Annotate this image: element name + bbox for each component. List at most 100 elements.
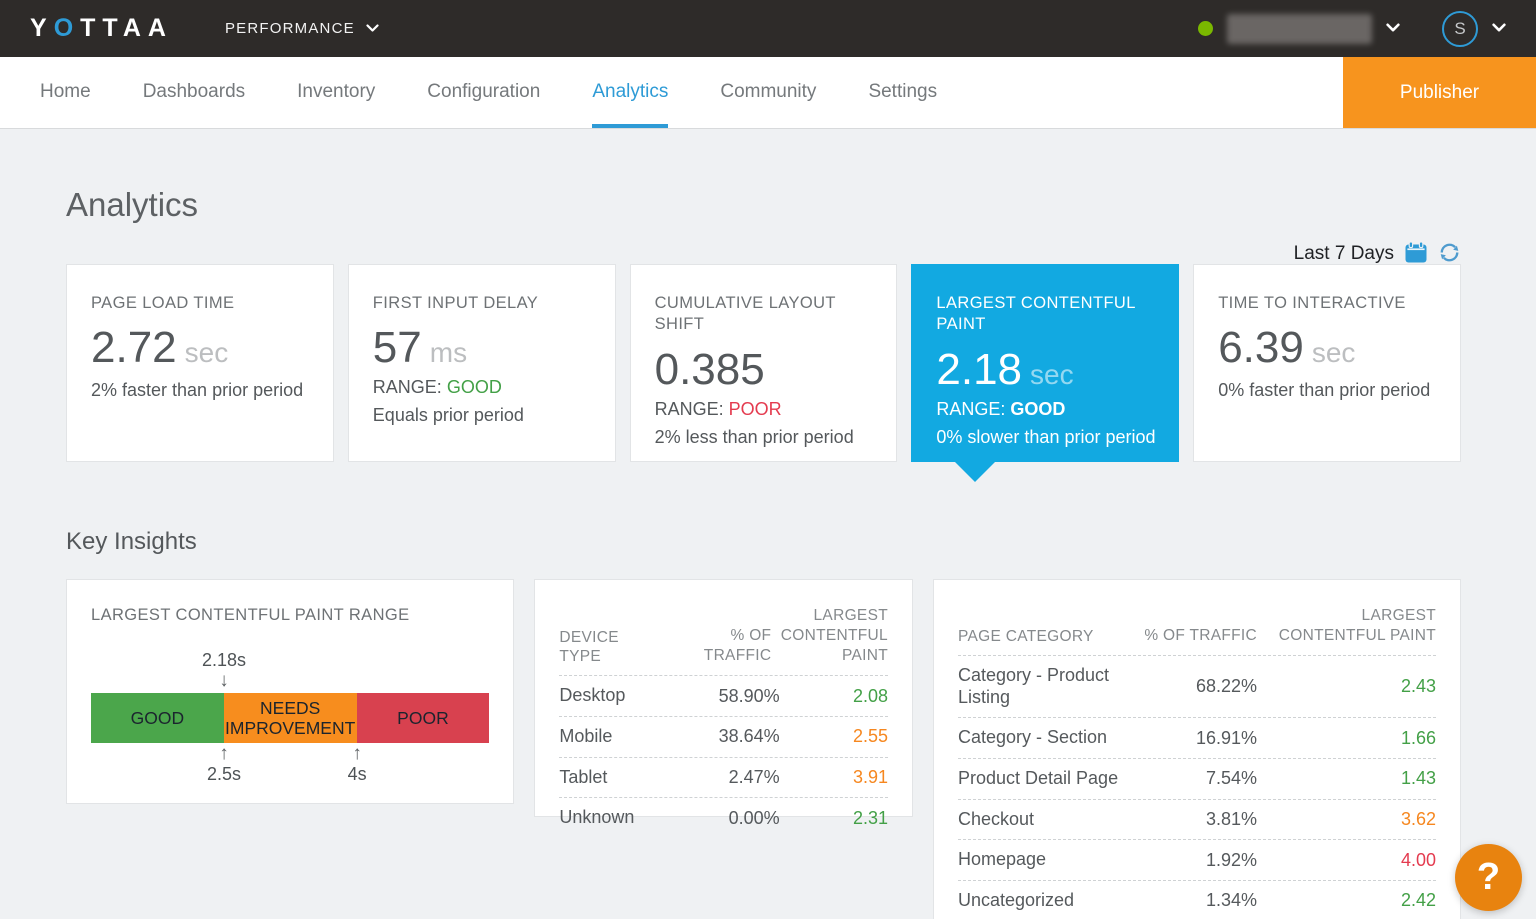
threshold-label: 2.5s <box>207 763 242 784</box>
selected-card-pointer <box>954 461 997 482</box>
metric-range-prefix: RANGE: <box>654 398 724 419</box>
nav-tab[interactable]: Home <box>40 57 91 128</box>
lcp-range-gauge: 2.18s ↓ GOOD NEEDS IMPROVEMENT POOR ↑ 2.… <box>91 650 490 784</box>
metric-card[interactable]: PAGE LOAD TIME 2.72 sec 2% faster than pr… <box>66 264 334 462</box>
current-lcp-label: 2.18s <box>202 650 247 671</box>
metric-range-value: GOOD <box>1010 398 1066 419</box>
gauge-bar: GOOD NEEDS IMPROVEMENT POOR <box>91 693 490 743</box>
nav-tab[interactable]: Configuration <box>427 57 540 128</box>
lcp-cell: 2.43 <box>1400 676 1437 697</box>
nav-tab[interactable]: Community <box>720 57 816 128</box>
key-insights-panels: LARGEST CONTENTFUL PAINT RANGE 2.18s ↓ G… <box>66 579 1461 919</box>
metric-value-unit: ms <box>429 337 468 369</box>
gauge-segment-label: GOOD <box>130 707 185 728</box>
metric-range-row: RANGE: GOOD <box>373 377 595 398</box>
product-menu-dropdown[interactable]: PERFORMANCE <box>225 20 379 37</box>
nav-tab[interactable]: Dashboards <box>143 57 245 128</box>
traffic-cell: 7.54% <box>1205 768 1257 789</box>
metric-cards-row: PAGE LOAD TIME 2.72 sec 2% faster than pr… <box>66 264 1461 482</box>
metric-card[interactable]: LARGEST CONTENTFUL PAINT 2.18 sec RANGE: G… <box>911 264 1180 482</box>
page-category-cell: Checkout <box>957 808 1035 829</box>
metric-card-title: LARGEST CONTENTFUL PAINT <box>936 294 1136 334</box>
device-type-cell: Desktop <box>559 685 626 706</box>
device-type-panel: DEVICE TYPE % OF TRAFFIC LARGEST CONTENT… <box>534 579 913 828</box>
metric-card[interactable]: TIME TO INTERACTIVE 6.39 sec 0% faster th… <box>1193 264 1461 462</box>
metric-value-number: 2.72 <box>91 323 177 373</box>
nav-tab-label: Community <box>720 80 817 102</box>
lcp-range-panel: LARGEST CONTENTFUL PAINT RANGE 2.18s ↓ G… <box>66 579 515 804</box>
metric-range-value: POOR <box>728 398 782 419</box>
nav-tab-label: Dashboards <box>142 80 246 102</box>
metric-card-value: 2.18 sec <box>936 345 1158 395</box>
logo-letter-o: O <box>53 14 81 42</box>
table-row: Product Detail Page 7.54% 1.43 <box>957 759 1437 800</box>
main-nav: Home Dashboards Inventory Configuration … <box>0 57 1536 128</box>
refresh-button[interactable] <box>1438 241 1461 267</box>
publisher-button[interactable]: Publisher <box>1343 57 1536 128</box>
gauge-segment-label: POOR <box>397 707 449 728</box>
metric-delta-text: 2% less than prior period <box>654 426 854 447</box>
table-row: Homepage 1.92% 4.00 <box>957 840 1437 881</box>
table-row: Tablet 2.47% 3.91 <box>559 758 888 799</box>
device-type-cell: Unknown <box>559 807 635 828</box>
nav-tab-label: Analytics <box>592 80 669 102</box>
nav-tab[interactable]: Inventory <box>297 57 375 128</box>
page-title: Analytics <box>66 186 199 223</box>
table-row: Desktop 58.90% 2.08 <box>559 676 888 718</box>
traffic-cell: 0.00% <box>728 807 780 828</box>
table-row: Unknown 0.00% 2.31 <box>559 798 888 838</box>
metric-card-title: TIME TO INTERACTIVE <box>1218 294 1406 312</box>
metric-card-value: 6.39 sec <box>1218 323 1440 373</box>
nav-tab-label: Settings <box>868 80 938 102</box>
help-button[interactable]: ? <box>1455 844 1522 911</box>
account-chevron-down-icon[interactable] <box>1386 20 1400 38</box>
threshold-marker-good: ↑ 2.5s <box>207 743 242 785</box>
metric-card-value: 57 ms <box>373 323 595 373</box>
col-header-device-type: DEVICE TYPE <box>559 629 619 665</box>
nav-tab[interactable]: Settings <box>868 57 937 128</box>
calendar-icon <box>1405 241 1427 266</box>
device-type-cell: Mobile <box>559 726 613 747</box>
metric-delta-text: Equals prior period <box>372 405 524 426</box>
page-category-cell: Product Detail Page <box>957 768 1119 789</box>
arrow-up-icon: ↑ <box>352 743 362 764</box>
page-category-panel: PAGE CATEGORY % OF TRAFFIC LARGEST CONTE… <box>932 579 1461 919</box>
metric-range-row: RANGE: GOOD <box>936 399 1158 420</box>
traffic-cell: 58.90% <box>718 685 780 706</box>
metric-card[interactable]: CUMULATIVE LAYOUT SHIFT 0.385 RANGE: POOR… <box>629 264 898 462</box>
user-avatar[interactable]: S <box>1442 10 1478 47</box>
nav-tab[interactable]: Analytics <box>592 57 669 128</box>
chevron-down-icon <box>366 20 379 37</box>
metric-card-title: CUMULATIVE LAYOUT SHIFT <box>654 294 836 334</box>
col-header-page-category: PAGE CATEGORY <box>957 627 1094 645</box>
yottaa-logo[interactable]: YOTTAA <box>30 14 173 43</box>
table-row: Checkout 3.81% 3.62 <box>957 800 1436 841</box>
threshold-label: 4s <box>347 763 367 784</box>
traffic-cell: 38.64% <box>718 726 780 747</box>
traffic-cell: 2.47% <box>728 766 780 787</box>
device-table-rows: Desktop 58.90% 2.08 Mobile 38.64% 2.55 T… <box>559 676 888 837</box>
metric-card[interactable]: FIRST INPUT DELAY 57 ms RANGE: GOOD Equals… <box>347 264 616 462</box>
calendar-button[interactable] <box>1405 241 1427 266</box>
metric-value-number: 0.385 <box>654 344 765 394</box>
table-row: Mobile 38.64% 2.55 <box>559 717 888 758</box>
threshold-marker-poor: ↑ 4s <box>347 743 367 785</box>
metric-delta-text: 0% faster than prior period <box>1218 380 1431 401</box>
page-category-cell: Homepage <box>957 849 1047 870</box>
lcp-cell: 3.91 <box>852 766 888 787</box>
device-type-cell: Tablet <box>559 766 608 787</box>
lcp-cell: 2.31 <box>852 807 888 828</box>
user-chevron-down-icon[interactable] <box>1492 20 1506 38</box>
col-header-traffic: % OF TRAFFIC <box>1144 627 1257 645</box>
metric-range-prefix: RANGE: <box>372 377 442 398</box>
nav-tab-label: Home <box>40 80 91 102</box>
device-table-header: DEVICE TYPE % OF TRAFFIC LARGEST CONTENT… <box>559 606 888 677</box>
gauge-segment-needs-improvement: NEEDS IMPROVEMENT <box>223 693 357 743</box>
gauge-segment-good: GOOD <box>91 693 224 743</box>
traffic-cell: 3.81% <box>1205 808 1257 829</box>
lcp-cell: 1.43 <box>1400 768 1437 789</box>
lcp-cell: 4.00 <box>1400 849 1437 870</box>
metric-range-value: GOOD <box>446 377 502 398</box>
key-insights-title: Key Insights <box>66 528 197 555</box>
traffic-cell: 1.34% <box>1205 890 1257 911</box>
